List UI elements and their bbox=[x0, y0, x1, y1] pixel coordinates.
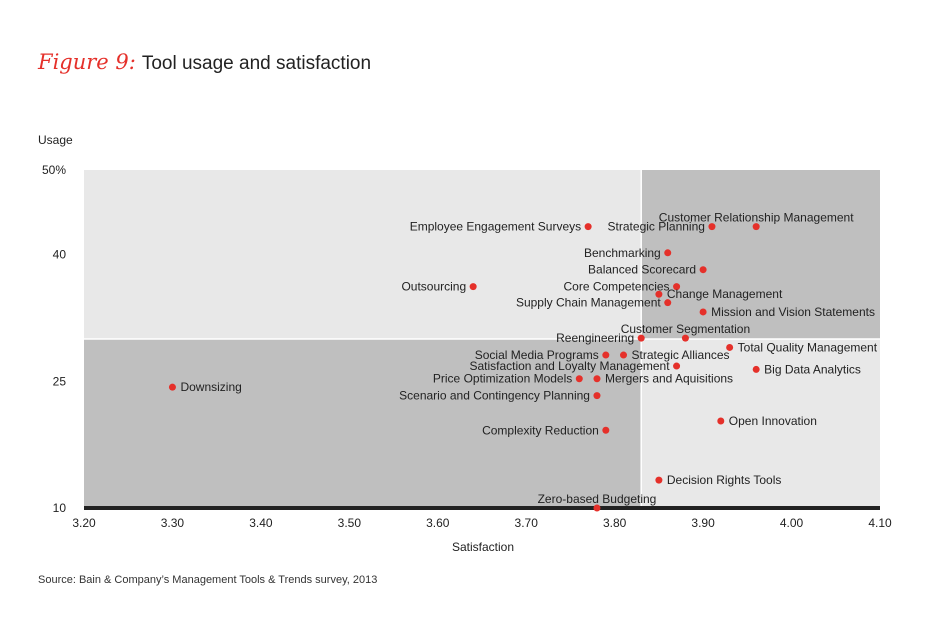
point-label: Price Optimization Models bbox=[433, 372, 572, 386]
data-point bbox=[699, 266, 707, 274]
point-label: Big Data Analytics bbox=[764, 362, 861, 376]
data-point bbox=[602, 351, 610, 359]
point-label: Mission and Vision Statements bbox=[711, 305, 875, 319]
point-label: Outsourcing bbox=[401, 280, 466, 294]
point-label: Total Quality Management bbox=[738, 340, 878, 354]
x-tick-label: 3.90 bbox=[691, 516, 715, 530]
data-point bbox=[752, 365, 760, 373]
x-tick-label: 3.60 bbox=[426, 516, 450, 530]
x-axis-title: Satisfaction bbox=[452, 540, 514, 554]
quadrant-bottom-right bbox=[641, 339, 880, 508]
point-label: Customer Segmentation bbox=[621, 322, 750, 336]
point-label: Scenario and Contingency Planning bbox=[399, 389, 590, 403]
data-point bbox=[593, 375, 601, 383]
point-label: Benchmarking bbox=[584, 246, 661, 260]
data-point bbox=[717, 417, 725, 425]
point-label: Balanced Scorecard bbox=[588, 263, 696, 277]
data-point bbox=[655, 476, 663, 484]
data-point bbox=[673, 362, 681, 370]
x-tick-label: 4.00 bbox=[780, 516, 804, 530]
point-label: Complexity Reduction bbox=[482, 423, 599, 437]
point-label: Zero-based Budgeting bbox=[538, 492, 657, 506]
x-tick-label: 4.10 bbox=[868, 516, 892, 530]
point-label: Change Management bbox=[667, 287, 783, 301]
x-tick-label: 3.80 bbox=[603, 516, 627, 530]
quadrant-bottom-left bbox=[84, 339, 642, 508]
data-point bbox=[752, 223, 760, 231]
figure-label: Figure 9: bbox=[38, 50, 136, 74]
data-point bbox=[664, 299, 672, 307]
quadrant-top-left bbox=[84, 170, 642, 339]
point-label: Downsizing bbox=[180, 380, 241, 394]
point-label: Social Media Programs bbox=[475, 348, 599, 362]
y-tick-label: 25 bbox=[53, 374, 67, 388]
chart-title-text: Tool usage and satisfaction bbox=[141, 53, 372, 74]
data-point bbox=[584, 223, 592, 231]
data-point bbox=[673, 283, 681, 291]
point-label: Mergers and Aquisitions bbox=[605, 372, 733, 386]
source-note: Source: Bain & Company’s Management Tool… bbox=[38, 574, 378, 586]
chart-title: Figure 9: Tool usage and satisfaction bbox=[38, 50, 371, 75]
quadrant-backgrounds bbox=[84, 170, 880, 508]
data-point bbox=[575, 375, 583, 383]
data-point bbox=[620, 351, 628, 359]
point-label: Strategic Alliances bbox=[632, 348, 730, 362]
axes: Usage Satisfaction 10 25 40 50% 3.20 3.30 3.40 3.… bbox=[38, 133, 892, 554]
point-label: Core Competencies bbox=[564, 280, 670, 294]
data-points: Customer Relationship ManagementStrategi… bbox=[168, 211, 878, 512]
data-point bbox=[469, 283, 477, 291]
quadrant-top-right bbox=[641, 170, 880, 339]
y-axis-title: Usage bbox=[38, 133, 73, 147]
x-tick-label: 3.30 bbox=[161, 516, 185, 530]
data-point bbox=[593, 392, 601, 400]
data-point bbox=[664, 249, 672, 257]
data-point bbox=[602, 426, 610, 434]
point-label: Customer Relationship Management bbox=[659, 211, 854, 225]
point-label: Open Innovation bbox=[729, 414, 817, 428]
point-label: Decision Rights Tools bbox=[667, 473, 782, 487]
y-tick-label: 10 bbox=[53, 501, 67, 515]
point-label: Satisfaction and Loyalty Management bbox=[469, 359, 670, 373]
data-point bbox=[168, 383, 176, 391]
data-point bbox=[593, 504, 601, 512]
y-tick-label: 40 bbox=[53, 248, 67, 262]
x-tick-label: 3.20 bbox=[72, 516, 96, 530]
y-tick-label: 50% bbox=[42, 163, 66, 177]
data-point bbox=[726, 343, 734, 351]
data-point bbox=[681, 334, 689, 342]
data-point bbox=[699, 308, 707, 316]
x-tick-label: 3.70 bbox=[515, 516, 539, 530]
point-label: Strategic Planning bbox=[608, 220, 705, 234]
point-label: Employee Engagement Surveys bbox=[410, 220, 581, 234]
data-point bbox=[637, 334, 645, 342]
point-label: Reengineering bbox=[556, 331, 634, 345]
x-tick-label: 3.40 bbox=[249, 516, 273, 530]
x-tick-label: 3.50 bbox=[338, 516, 362, 530]
data-point bbox=[708, 223, 716, 231]
point-label: Supply Chain Management bbox=[516, 296, 661, 310]
data-point bbox=[655, 290, 663, 298]
